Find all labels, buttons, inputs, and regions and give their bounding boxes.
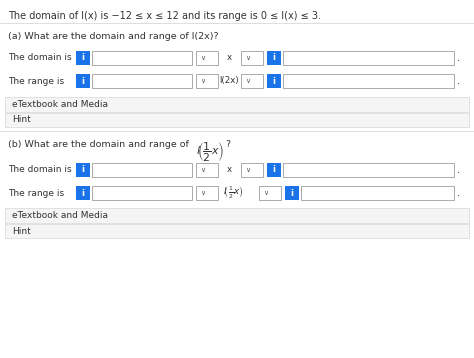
Text: (a) What are the domain and range of l(2x)?: (a) What are the domain and range of l(2… [8, 32, 219, 41]
Text: ∨: ∨ [246, 78, 251, 84]
Text: ∨: ∨ [201, 78, 206, 84]
FancyBboxPatch shape [5, 224, 469, 238]
FancyBboxPatch shape [196, 74, 218, 88]
Text: .: . [457, 165, 460, 175]
FancyBboxPatch shape [285, 186, 299, 200]
Text: ∨: ∨ [246, 55, 251, 61]
Text: The domain of l(x) is −12 ≤ x ≤ 12 and its range is 0 ≤ l(x) ≤ 3.: The domain of l(x) is −12 ≤ x ≤ 12 and i… [8, 11, 321, 21]
Text: $l\!\left(\dfrac{1}{2}x\right)$: $l\!\left(\dfrac{1}{2}x\right)$ [196, 141, 224, 164]
FancyBboxPatch shape [5, 97, 469, 112]
Text: $l\!\left(\frac{1}{2}x\right)$: $l\!\left(\frac{1}{2}x\right)$ [223, 185, 243, 201]
FancyBboxPatch shape [301, 186, 454, 200]
FancyBboxPatch shape [92, 51, 192, 65]
FancyBboxPatch shape [283, 51, 454, 65]
Text: l(2x): l(2x) [219, 77, 239, 86]
Text: .: . [457, 53, 460, 63]
Text: i: i [291, 189, 293, 198]
FancyBboxPatch shape [267, 51, 281, 65]
Text: The range is: The range is [8, 77, 64, 86]
Text: The range is: The range is [8, 189, 64, 198]
Text: i: i [82, 77, 84, 86]
FancyBboxPatch shape [283, 163, 454, 177]
FancyBboxPatch shape [5, 208, 469, 223]
Text: ∨: ∨ [246, 167, 251, 173]
Text: x: x [227, 53, 232, 63]
FancyBboxPatch shape [241, 74, 263, 88]
FancyBboxPatch shape [92, 163, 192, 177]
FancyBboxPatch shape [267, 74, 281, 88]
Text: x: x [227, 165, 232, 174]
Text: i: i [82, 189, 84, 198]
FancyBboxPatch shape [5, 113, 469, 127]
Text: (b) What are the domain and range of: (b) What are the domain and range of [8, 140, 192, 149]
FancyBboxPatch shape [76, 163, 90, 177]
Text: i: i [82, 53, 84, 63]
FancyBboxPatch shape [283, 74, 454, 88]
FancyBboxPatch shape [76, 51, 90, 65]
Text: ?: ? [225, 140, 230, 149]
Text: ∨: ∨ [201, 167, 206, 173]
FancyBboxPatch shape [196, 51, 218, 65]
Text: eTextbook and Media: eTextbook and Media [12, 211, 108, 220]
FancyBboxPatch shape [241, 163, 263, 177]
FancyBboxPatch shape [241, 51, 263, 65]
Text: The domain is: The domain is [8, 53, 72, 63]
Text: The domain is: The domain is [8, 165, 72, 174]
Text: ∨: ∨ [264, 190, 269, 196]
Text: eTextbook and Media: eTextbook and Media [12, 100, 108, 109]
Text: i: i [82, 165, 84, 174]
FancyBboxPatch shape [76, 186, 90, 200]
FancyBboxPatch shape [259, 186, 281, 200]
Text: .: . [457, 76, 460, 86]
Text: Hint: Hint [12, 116, 31, 125]
FancyBboxPatch shape [76, 74, 90, 88]
Text: i: i [273, 77, 275, 86]
Text: ∨: ∨ [201, 190, 206, 196]
FancyBboxPatch shape [92, 74, 192, 88]
FancyBboxPatch shape [196, 163, 218, 177]
Text: Hint: Hint [12, 227, 31, 236]
FancyBboxPatch shape [267, 163, 281, 177]
Text: ∨: ∨ [201, 55, 206, 61]
Text: i: i [273, 53, 275, 63]
Text: .: . [457, 188, 460, 198]
Text: i: i [273, 165, 275, 174]
FancyBboxPatch shape [92, 186, 192, 200]
FancyBboxPatch shape [196, 186, 218, 200]
